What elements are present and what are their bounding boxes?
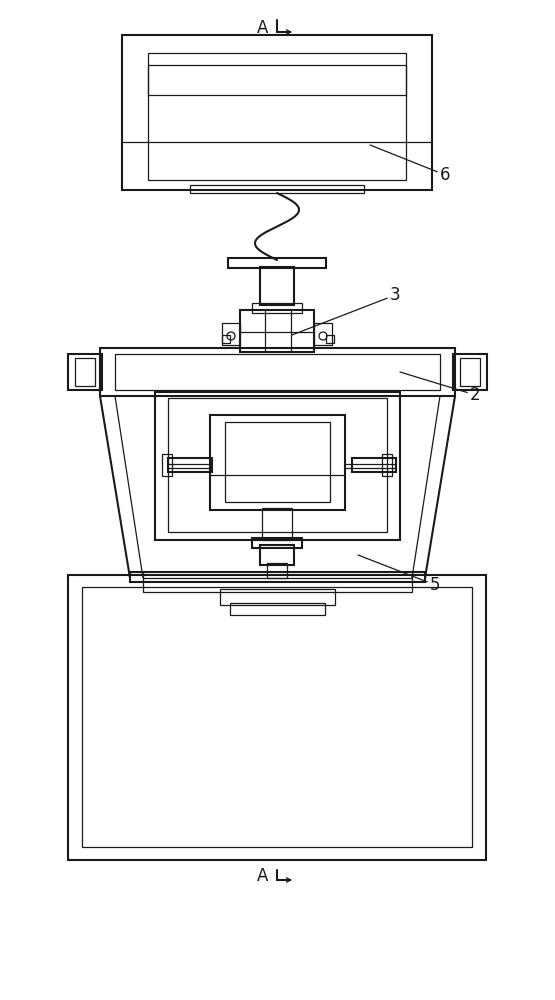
Bar xyxy=(230,603,325,615)
Bar xyxy=(326,335,334,343)
Bar xyxy=(148,53,406,95)
Bar xyxy=(314,323,332,345)
Bar xyxy=(260,545,294,565)
Text: A: A xyxy=(258,867,269,885)
Bar xyxy=(220,589,335,605)
Bar xyxy=(148,65,406,180)
Bar xyxy=(115,354,440,390)
Bar xyxy=(190,185,364,193)
Bar xyxy=(68,575,486,860)
Bar xyxy=(252,303,302,313)
Bar xyxy=(168,398,387,532)
Bar xyxy=(267,563,287,578)
Bar xyxy=(453,354,487,390)
Bar xyxy=(82,587,472,847)
Bar xyxy=(168,458,212,472)
Bar xyxy=(252,538,302,548)
Text: 3: 3 xyxy=(292,286,401,335)
Bar xyxy=(155,392,400,540)
Bar xyxy=(68,354,102,390)
Text: 6: 6 xyxy=(370,145,451,184)
Text: 2: 2 xyxy=(400,372,481,404)
Text: 5: 5 xyxy=(358,555,441,594)
Bar xyxy=(75,358,95,386)
Bar xyxy=(162,454,172,476)
Bar xyxy=(143,578,412,592)
Bar xyxy=(260,267,294,305)
Bar xyxy=(100,348,455,396)
Bar xyxy=(460,358,480,386)
Bar xyxy=(262,508,292,540)
Bar xyxy=(240,310,314,352)
Bar xyxy=(222,335,230,343)
Bar xyxy=(130,572,425,582)
Bar xyxy=(222,323,240,345)
Bar xyxy=(210,415,345,510)
Bar xyxy=(382,454,392,476)
Bar xyxy=(228,258,326,268)
Bar xyxy=(352,458,396,472)
Text: A: A xyxy=(258,19,269,37)
Bar xyxy=(122,35,432,190)
Bar xyxy=(225,422,330,502)
